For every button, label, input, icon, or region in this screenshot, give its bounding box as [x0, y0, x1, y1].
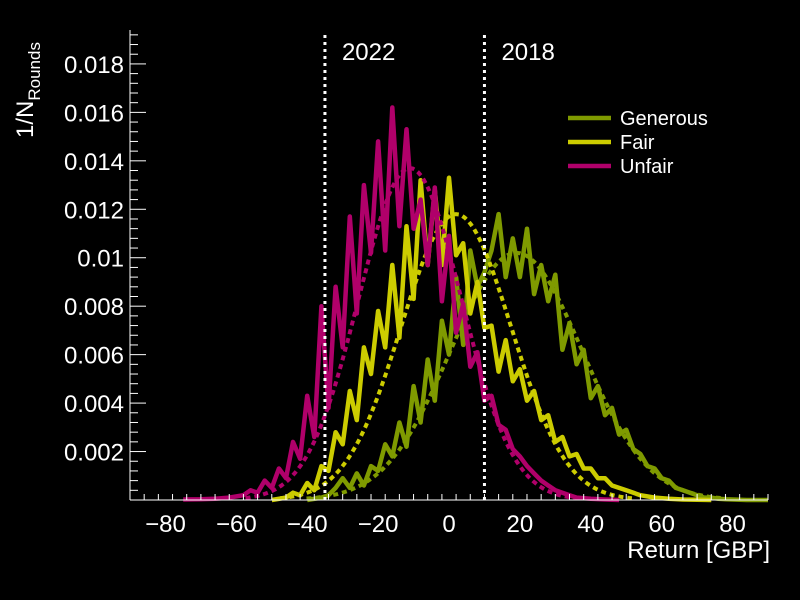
y-axis-title-sub: Rounds [25, 42, 44, 101]
unfair-histogram-line [183, 105, 620, 503]
y-tick-label: 0.016 [64, 100, 124, 127]
reference-lines: 2022 2018 [323, 35, 555, 500]
x-tick-label: 0 [442, 511, 455, 538]
fair-series [271, 175, 712, 503]
x-tick-label: −40 [287, 511, 328, 538]
legend-label-unfair: Unfair [620, 156, 674, 178]
generous-series [306, 211, 768, 503]
y-tick-label: 0.018 [64, 52, 124, 79]
y-tick-label: 0.006 [64, 343, 124, 370]
y-axis-title: 1/NRounds [12, 42, 44, 138]
fair-fit-curve [280, 212, 633, 501]
vline-label-2018: 2018 [501, 39, 554, 66]
y-tick-label: 0.002 [64, 440, 124, 467]
x-tick-label: −60 [216, 511, 257, 538]
y-axis-title-main: 1/N [12, 101, 39, 138]
y-tick-label: 0.012 [64, 197, 124, 224]
legend-label-generous: Generous [620, 108, 708, 130]
x-tick-label: −20 [358, 511, 399, 538]
generous-histogram-line [306, 211, 768, 503]
y-tick-label: 0.014 [64, 149, 124, 176]
y-tick-label: 0.01 [77, 246, 124, 273]
x-tick-label: −80 [145, 511, 186, 538]
x-axis-title: Return [GBP] [627, 537, 770, 564]
vline-label-2022: 2022 [342, 39, 395, 66]
x-tick-label: 60 [648, 511, 675, 538]
y-tick-label: 0.008 [64, 294, 124, 321]
unfair-series [183, 105, 620, 503]
x-tick-label: 80 [719, 511, 746, 538]
legend-label-fair: Fair [620, 132, 655, 154]
series-layer [183, 105, 768, 503]
y-tick-label: 0.004 [64, 391, 124, 418]
x-tick-label: 40 [577, 511, 604, 538]
x-tick-label: 20 [507, 511, 534, 538]
axes: −80 −60 −40 −20 0 20 40 60 80 0.002 0.004 0.006 0.00… [64, 30, 769, 538]
fair-histogram-line [271, 175, 712, 503]
